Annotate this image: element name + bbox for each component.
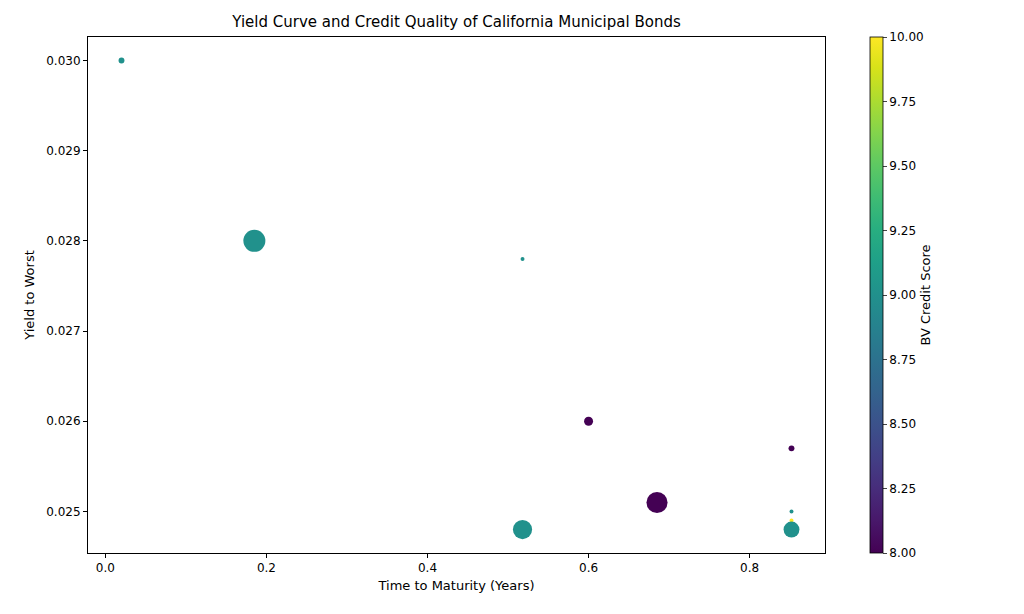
svg-text:9.25: 9.25 — [889, 224, 916, 238]
svg-text:0.026: 0.026 — [46, 414, 80, 428]
svg-text:Yield Curve and Credit Quality: Yield Curve and Credit Quality of Califo… — [231, 13, 681, 31]
svg-text:10.00: 10.00 — [889, 30, 923, 44]
svg-text:0.025: 0.025 — [46, 505, 80, 519]
svg-text:Time to Maturity (Years): Time to Maturity (Years) — [378, 578, 535, 593]
svg-text:0.6: 0.6 — [579, 561, 598, 575]
svg-text:0.2: 0.2 — [257, 561, 276, 575]
svg-text:9.00: 9.00 — [889, 288, 916, 302]
svg-text:0.030: 0.030 — [46, 54, 80, 68]
svg-text:0.0: 0.0 — [96, 561, 115, 575]
svg-text:0.8: 0.8 — [740, 561, 759, 575]
svg-text:0.028: 0.028 — [46, 234, 80, 248]
svg-text:8.50: 8.50 — [889, 417, 916, 431]
svg-text:8.25: 8.25 — [889, 482, 916, 496]
svg-text:0.029: 0.029 — [46, 144, 80, 158]
svg-text:0.027: 0.027 — [46, 324, 80, 338]
svg-text:Yield to Worst: Yield to Worst — [22, 250, 37, 341]
svg-text:BV Credit Score: BV Credit Score — [918, 244, 933, 345]
svg-text:9.75: 9.75 — [889, 95, 916, 109]
svg-text:9.50: 9.50 — [889, 159, 916, 173]
svg-text:8.00: 8.00 — [889, 546, 916, 560]
svg-text:8.75: 8.75 — [889, 353, 916, 367]
svg-text:0.4: 0.4 — [418, 561, 437, 575]
